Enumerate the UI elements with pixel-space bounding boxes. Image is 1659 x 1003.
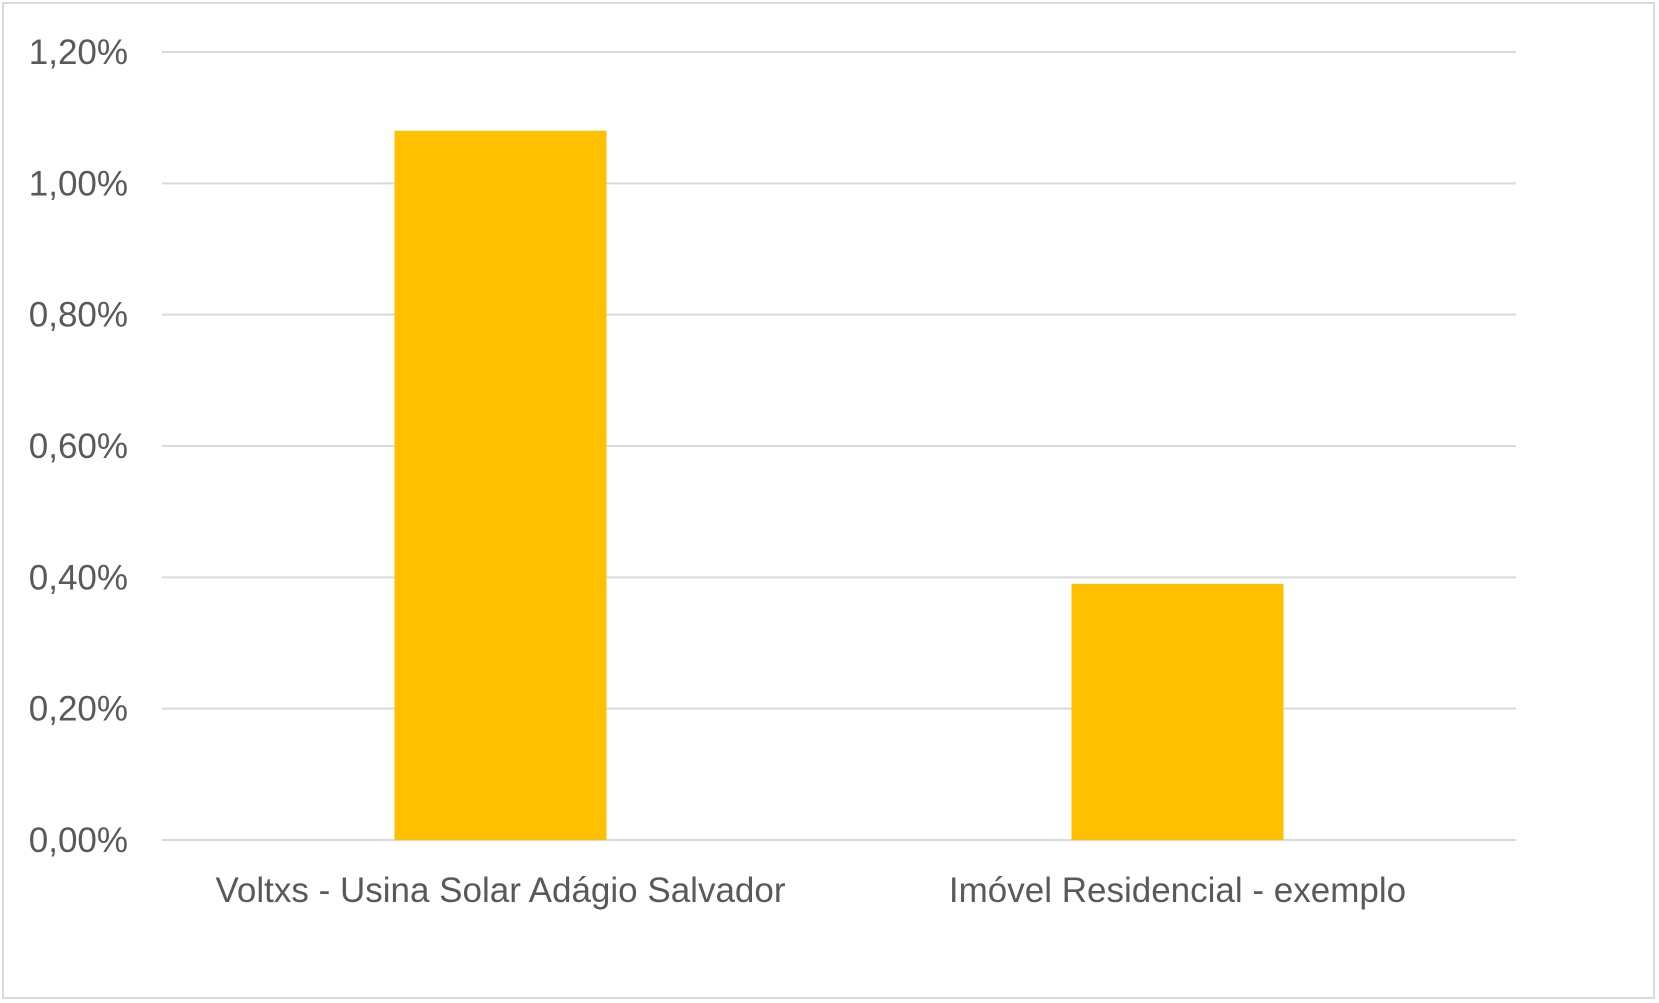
bar [394, 130, 607, 841]
x-axis-category-labels: Voltxs - Usina Solar Adágio Salvador Imóv… [215, 871, 1406, 910]
y-tick-label: 1,00% [29, 164, 128, 203]
gridlines [162, 51, 1516, 841]
x-category-label: Imóvel Residencial - exemplo [949, 871, 1406, 910]
bar [1071, 583, 1284, 840]
y-tick-label: 1,20% [29, 33, 128, 72]
y-tick-label: 0,60% [29, 427, 128, 466]
y-tick-label: 0,20% [29, 690, 128, 729]
y-tick-label: 0,80% [29, 296, 128, 335]
y-tick-label: 0,00% [29, 821, 128, 860]
y-tick-label: 0,40% [29, 558, 128, 597]
bars [394, 130, 1284, 841]
x-category-label: Voltxs - Usina Solar Adágio Salvador [215, 871, 785, 910]
y-axis-tick-labels: 0,00% 0,20% 0,40% 0,60% 0,80% 1,00% 1,20% [29, 33, 128, 860]
bar-chart: 0,00% 0,20% 0,40% 0,60% 0,80% 1,00% 1,20% Volt… [29, 33, 1516, 910]
